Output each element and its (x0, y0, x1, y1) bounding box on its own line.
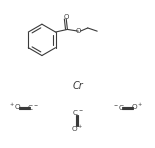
Text: O$^+$: O$^+$ (71, 124, 84, 134)
Text: C$^-$: C$^-$ (27, 103, 39, 112)
Text: O: O (64, 14, 69, 20)
Text: O: O (76, 28, 81, 34)
Text: O$^+$: O$^+$ (131, 102, 143, 112)
Text: $^-$C: $^-$C (112, 103, 125, 112)
Text: Cr: Cr (72, 81, 83, 91)
Text: C$^-$: C$^-$ (72, 108, 84, 117)
Text: $^+$O: $^+$O (8, 102, 22, 112)
